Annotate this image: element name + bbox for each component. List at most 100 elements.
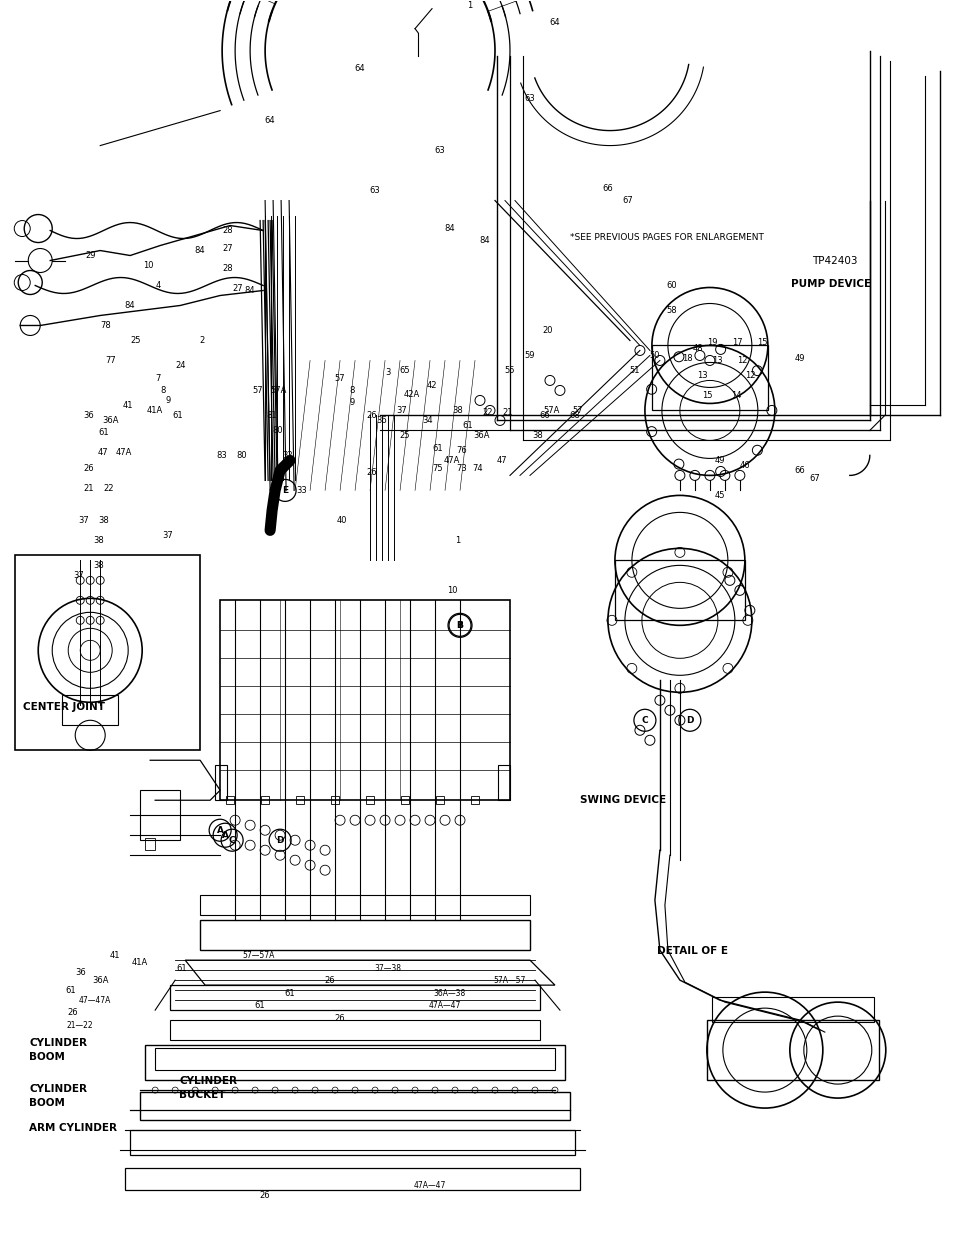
- Text: 38: 38: [533, 431, 543, 440]
- Bar: [15, 555, 200, 750]
- Text: 36: 36: [74, 967, 86, 976]
- Text: 57A: 57A: [270, 386, 286, 395]
- Text: 41: 41: [110, 951, 121, 960]
- Text: 9: 9: [165, 396, 171, 405]
- Text: 24: 24: [175, 361, 186, 370]
- Text: 25: 25: [130, 336, 140, 345]
- Text: 15: 15: [702, 391, 712, 400]
- Bar: [707, 1020, 879, 1081]
- Text: 42A: 42A: [404, 390, 421, 399]
- Text: 26: 26: [67, 1008, 77, 1016]
- Text: 10: 10: [447, 586, 457, 595]
- Text: 60: 60: [666, 281, 677, 291]
- Text: 38: 38: [93, 536, 103, 545]
- Text: 67: 67: [809, 474, 820, 483]
- Text: B: B: [456, 621, 463, 630]
- Text: 8: 8: [349, 386, 355, 395]
- Text: PUMP DEVICE: PUMP DEVICE: [791, 278, 871, 288]
- Text: E: E: [282, 486, 288, 494]
- Text: 26: 26: [366, 468, 377, 477]
- Text: 37: 37: [162, 531, 173, 540]
- Text: 47—47A: 47—47A: [79, 995, 111, 1005]
- Text: 4: 4: [156, 281, 161, 291]
- Text: 22: 22: [483, 408, 493, 416]
- Text: 81: 81: [267, 411, 278, 420]
- Text: 37—38: 37—38: [374, 964, 401, 972]
- Text: 37: 37: [77, 516, 89, 525]
- Text: 18: 18: [683, 353, 693, 364]
- Text: 36A: 36A: [474, 431, 490, 440]
- Text: 61: 61: [65, 985, 75, 995]
- Bar: [200, 920, 530, 950]
- Text: 26: 26: [83, 464, 94, 473]
- Text: 61: 61: [462, 421, 473, 430]
- Text: 34: 34: [423, 416, 433, 425]
- Text: 17: 17: [733, 338, 744, 347]
- Text: 63: 63: [434, 146, 446, 155]
- Text: A: A: [217, 825, 223, 835]
- Text: 78: 78: [100, 321, 110, 330]
- Text: 66: 66: [540, 411, 550, 420]
- Text: CENTER JOINT: CENTER JOINT: [23, 702, 105, 712]
- Bar: [170, 985, 540, 1010]
- Text: 14: 14: [731, 391, 741, 400]
- Text: 61: 61: [254, 1000, 265, 1010]
- Text: 26: 26: [366, 411, 377, 420]
- Bar: [215, 765, 227, 800]
- Text: 36A—38: 36A—38: [434, 989, 466, 998]
- Bar: [471, 796, 479, 804]
- Text: 38: 38: [453, 406, 463, 415]
- Text: 33: 33: [297, 486, 308, 494]
- Text: 57—57A: 57—57A: [242, 951, 275, 960]
- Text: CYLINDER: CYLINDER: [29, 1084, 87, 1094]
- Text: 83: 83: [217, 450, 227, 460]
- Bar: [140, 1092, 570, 1120]
- Text: 13: 13: [697, 371, 708, 380]
- Text: B: B: [456, 621, 463, 630]
- Text: 47A—47: 47A—47: [428, 1000, 461, 1010]
- Text: 1: 1: [467, 1, 473, 10]
- Text: 21: 21: [83, 484, 94, 493]
- Text: 49: 49: [795, 353, 806, 364]
- Text: 84: 84: [125, 301, 135, 309]
- Text: 64: 64: [355, 64, 366, 73]
- Text: A: A: [221, 830, 228, 840]
- Text: 10: 10: [143, 260, 154, 270]
- Text: 41A: 41A: [132, 957, 148, 966]
- Text: 63: 63: [369, 186, 380, 195]
- Text: 22: 22: [103, 484, 113, 493]
- Bar: [226, 796, 234, 804]
- Text: 77: 77: [104, 356, 116, 365]
- Text: 73: 73: [456, 464, 467, 473]
- Text: 66: 66: [602, 184, 613, 192]
- Bar: [62, 696, 118, 726]
- Text: 64: 64: [549, 18, 560, 28]
- Text: 36A: 36A: [102, 416, 118, 425]
- Text: TP42403: TP42403: [812, 255, 858, 265]
- Text: 37: 37: [396, 406, 407, 415]
- Bar: [131, 1130, 575, 1155]
- Text: 12: 12: [737, 356, 747, 365]
- Text: 3: 3: [386, 367, 391, 377]
- Bar: [296, 796, 304, 804]
- Text: 61: 61: [285, 989, 295, 998]
- Text: 80: 80: [273, 426, 283, 435]
- Text: 58: 58: [666, 306, 677, 314]
- Text: 64: 64: [265, 116, 276, 125]
- Text: 27: 27: [233, 284, 244, 293]
- Text: 57: 57: [335, 374, 345, 382]
- Bar: [220, 600, 510, 800]
- Bar: [615, 560, 745, 620]
- Bar: [145, 1045, 565, 1081]
- Text: 28: 28: [222, 264, 233, 273]
- Bar: [140, 790, 180, 840]
- Text: 28: 28: [222, 226, 233, 235]
- Text: 49: 49: [715, 455, 725, 465]
- Text: 1: 1: [455, 536, 460, 545]
- Text: 26: 26: [335, 1014, 345, 1023]
- Text: SWING DEVICE: SWING DEVICE: [580, 795, 666, 805]
- Bar: [652, 346, 768, 410]
- Text: 61: 61: [98, 428, 108, 437]
- Text: 9: 9: [349, 398, 355, 406]
- Text: 57A—57: 57A—57: [494, 976, 526, 985]
